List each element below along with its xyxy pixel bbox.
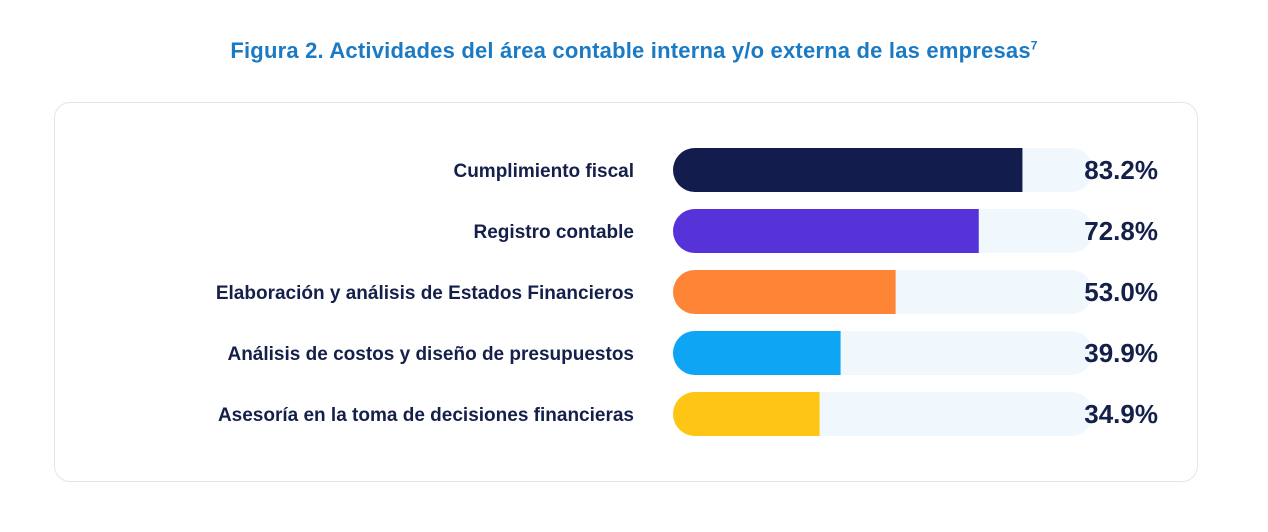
category-label: Análisis de costos y diseño de presupues… [227, 344, 634, 365]
value-label: 34.9% [1084, 399, 1158, 429]
bar [673, 209, 979, 253]
chart-title: Figura 2. Actividades del área contable … [0, 38, 1268, 64]
bar [673, 331, 841, 375]
category-label: Registro contable [474, 222, 634, 243]
value-label: 53.0% [1084, 277, 1158, 307]
chart-title-text: Figura 2. Actividades del área contable … [230, 38, 1031, 63]
bar [673, 148, 1023, 192]
bar [673, 270, 896, 314]
value-label: 83.2% [1084, 155, 1158, 185]
category-label: Elaboración y análisis de Estados Financ… [216, 283, 634, 304]
value-label: 39.9% [1084, 338, 1158, 368]
bar [673, 392, 820, 436]
value-label: 72.8% [1084, 216, 1158, 246]
category-label: Asesoría en la toma de decisiones financ… [218, 405, 634, 426]
category-label: Cumplimiento fiscal [453, 161, 634, 182]
footnote-mark: 7 [1030, 38, 1038, 53]
